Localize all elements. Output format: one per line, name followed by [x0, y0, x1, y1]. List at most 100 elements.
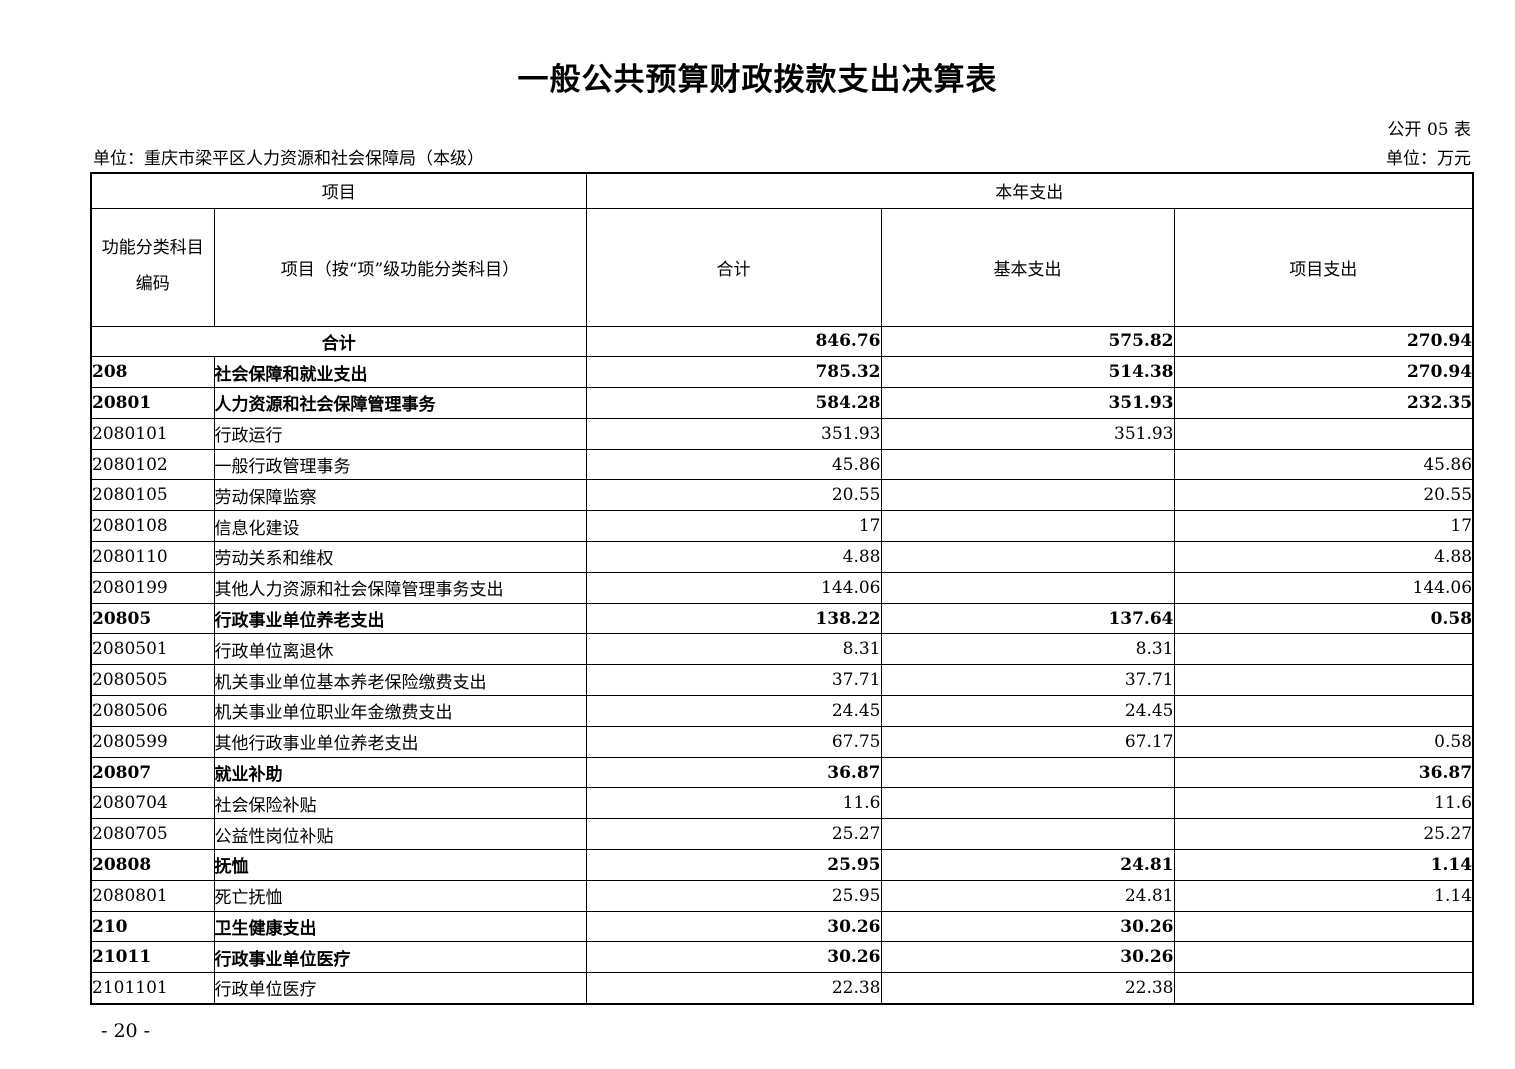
- total-cell: 25.27: [585, 818, 882, 851]
- basic-cell: 24.45: [880, 695, 1175, 727]
- basic-cell: 351.93: [880, 387, 1175, 419]
- project-cell: [1173, 972, 1474, 1005]
- item-cell: 行政单位医疗: [213, 972, 587, 1005]
- project-cell: 45.86: [1173, 448, 1474, 481]
- table-row: 21011 行政事业单位医疗 30.26 30.26: [90, 941, 1474, 974]
- header-group-item: 项目: [90, 172, 587, 209]
- currency-unit-label: 单位：万元: [1386, 149, 1471, 169]
- table-body: 合计 846.76 575.82 270.94 208 社会保障和就业支出 785.32 51…: [90, 325, 1474, 1005]
- code-cell: 2080705: [90, 818, 215, 851]
- project-cell: 0.58: [1173, 602, 1474, 635]
- code-cell: 2101101: [90, 972, 215, 1005]
- code-cell: 2080801: [90, 879, 215, 912]
- item-cell: 行政单位离退休: [213, 633, 587, 666]
- project-cell: 20.55: [1173, 479, 1474, 512]
- total-cell: 846.76: [585, 325, 882, 358]
- basic-cell: 30.26: [880, 910, 1175, 943]
- code-cell: 2080108: [90, 510, 215, 543]
- item-cell: 死亡抚恤: [213, 879, 587, 912]
- table-row: 2080501 行政单位离退休 8.31 8.31: [90, 633, 1474, 666]
- item-cell: 行政运行: [213, 417, 587, 450]
- code-cell: 2080101: [90, 417, 215, 450]
- total-cell: 351.93: [585, 417, 882, 450]
- item-cell: 社会保险补贴: [213, 787, 587, 820]
- item-cell: 合计: [90, 325, 587, 358]
- total-cell: 11.6: [585, 787, 882, 820]
- basic-cell: [880, 479, 1175, 512]
- project-cell: 0.58: [1173, 725, 1474, 758]
- basic-cell: 30.26: [880, 941, 1175, 974]
- total-cell: 36.87: [585, 756, 882, 789]
- page-number: - 20 -: [101, 1020, 151, 1042]
- basic-cell: [880, 541, 1175, 573]
- table-row: 210 卫生健康支出 30.26 30.26: [90, 910, 1474, 943]
- table-row: 2080801 死亡抚恤 25.95 24.81 1.14: [90, 879, 1474, 912]
- item-cell: 人力资源和社会保障管理事务: [213, 387, 587, 419]
- total-cell: 8.31: [585, 633, 882, 666]
- code-cell: 2080199: [90, 571, 215, 604]
- table-row: 20801 人力资源和社会保障管理事务 584.28 351.93 232.35: [90, 387, 1474, 419]
- code-cell: 20801: [90, 387, 215, 419]
- header-group-current-year: 本年支出: [585, 172, 1474, 209]
- basic-cell: [880, 818, 1175, 851]
- table-row: 2101101 行政单位医疗 22.38 22.38: [90, 972, 1474, 1005]
- project-cell: [1173, 695, 1474, 727]
- header-columns-row: 功能分类科目 编码 项目（按“项”级功能分类科目） 合计 基本支出 项目支出: [90, 207, 1474, 327]
- item-cell: 公益性岗位补贴: [213, 818, 587, 851]
- code-cell: 20807: [90, 756, 215, 789]
- project-cell: 25.27: [1173, 818, 1474, 851]
- header-code: 功能分类科目 编码: [90, 207, 215, 327]
- total-cell: 37.71: [585, 664, 882, 697]
- basic-cell: 37.71: [880, 664, 1175, 697]
- table-row: 2080505 机关事业单位基本养老保险缴费支出 37.71 37.71: [90, 664, 1474, 697]
- item-cell: 机关事业单位职业年金缴费支出: [213, 695, 587, 727]
- total-cell: 584.28: [585, 387, 882, 419]
- code-cell: 210: [90, 910, 215, 943]
- project-cell: 270.94: [1173, 356, 1474, 389]
- project-cell: 144.06: [1173, 571, 1474, 604]
- basic-cell: [880, 448, 1175, 481]
- table-row: 2080199 其他人力资源和社会保障管理事务支出 144.06 144.06: [90, 571, 1474, 604]
- basic-cell: [880, 787, 1175, 820]
- code-cell: 20808: [90, 849, 215, 881]
- project-cell: 1.14: [1173, 879, 1474, 912]
- total-cell: 4.88: [585, 541, 882, 573]
- project-cell: 17: [1173, 510, 1474, 543]
- header-basic-expenditure: 基本支出: [880, 207, 1175, 327]
- header-item: 项目（按“项”级功能分类科目）: [213, 207, 587, 327]
- basic-cell: 351.93: [880, 417, 1175, 450]
- basic-cell: 137.64: [880, 602, 1175, 635]
- header-code-line1: 功能分类科目: [101, 238, 204, 259]
- basic-cell: 8.31: [880, 633, 1175, 666]
- table-number-label: 公开 05 表: [1387, 120, 1471, 140]
- total-cell: 45.86: [585, 448, 882, 481]
- total-cell: 20.55: [585, 479, 882, 512]
- header-group-row: 项目 本年支出: [90, 172, 1474, 209]
- code-cell: 2080506: [90, 695, 215, 727]
- reporting-unit-label: 单位：重庆市梁平区人力资源和社会保障局（本级）: [93, 149, 484, 169]
- item-cell: 行政事业单位医疗: [213, 941, 587, 974]
- total-cell: 144.06: [585, 571, 882, 604]
- total-cell: 30.26: [585, 941, 882, 974]
- code-cell: 2080110: [90, 541, 215, 573]
- item-cell: 其他人力资源和社会保障管理事务支出: [213, 571, 587, 604]
- total-cell: 24.45: [585, 695, 882, 727]
- basic-cell: 24.81: [880, 849, 1175, 881]
- total-cell: 22.38: [585, 972, 882, 1005]
- basic-cell: 514.38: [880, 356, 1175, 389]
- basic-cell: 24.81: [880, 879, 1175, 912]
- item-cell: 行政事业单位养老支出: [213, 602, 587, 635]
- table-row: 208 社会保障和就业支出 785.32 514.38 270.94: [90, 356, 1474, 389]
- code-cell: 2080599: [90, 725, 215, 758]
- project-cell: [1173, 633, 1474, 666]
- page-title: 一般公共预算财政拨款支出决算表: [517, 62, 998, 98]
- basic-cell: 575.82: [880, 325, 1175, 358]
- header-total: 合计: [585, 207, 882, 327]
- total-cell: 67.75: [585, 725, 882, 758]
- item-cell: 卫生健康支出: [213, 910, 587, 943]
- code-cell: 2080105: [90, 479, 215, 512]
- header-code-line2: 编码: [135, 274, 170, 294]
- project-cell: [1173, 664, 1474, 697]
- code-cell: 2080505: [90, 664, 215, 697]
